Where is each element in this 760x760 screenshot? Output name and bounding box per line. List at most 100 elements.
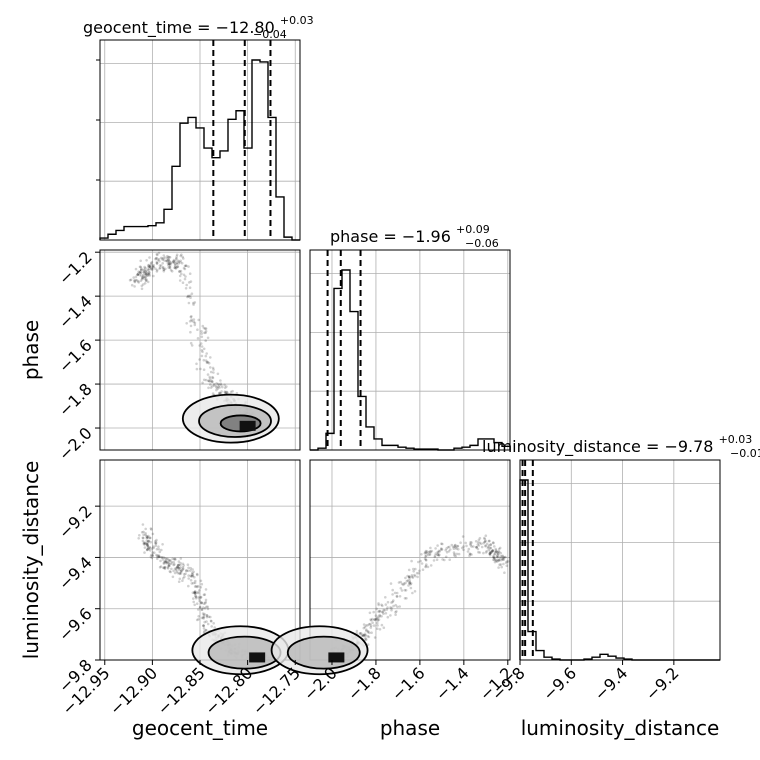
scatter-point xyxy=(178,279,182,282)
scatter-point xyxy=(144,270,148,273)
scatter-point xyxy=(409,582,413,585)
title-luminosity-distance: luminosity_distance = −9.78 +0.03 −0.01 xyxy=(482,428,760,460)
scatter-point xyxy=(504,561,508,564)
scatter-point xyxy=(154,541,158,544)
scatter-point xyxy=(206,605,209,609)
scatter-point xyxy=(498,550,501,554)
scatter-point xyxy=(362,634,366,637)
density-peak xyxy=(239,420,256,431)
scatter-point xyxy=(370,619,373,622)
scatter-point xyxy=(380,610,384,614)
scatter-point xyxy=(191,568,194,571)
scatter-point xyxy=(177,560,181,563)
scatter-point xyxy=(194,596,198,600)
scatter-point xyxy=(197,597,201,600)
scatter-point xyxy=(192,570,195,574)
scatter-point xyxy=(369,626,373,629)
scatter-point xyxy=(177,259,180,263)
scatter-point xyxy=(196,328,199,332)
scatter-point xyxy=(391,588,395,592)
scatter-point xyxy=(144,532,147,535)
panel-scatter-phase-vs-geocent-time xyxy=(99,249,301,451)
scatter-point xyxy=(489,551,493,554)
scatter-point xyxy=(482,541,485,545)
scatter-point xyxy=(166,560,169,564)
scatter-point xyxy=(493,545,496,548)
scatter-point xyxy=(184,287,188,290)
scatter-point xyxy=(202,602,206,605)
scatter-point xyxy=(189,330,192,334)
scatter-point xyxy=(453,554,456,557)
scatter-point xyxy=(166,566,169,569)
scatter-point xyxy=(469,543,473,547)
scatter-point xyxy=(377,618,381,621)
scatter-point xyxy=(190,574,194,578)
scatter-point xyxy=(167,262,171,266)
scatter-point xyxy=(129,278,133,282)
scatter-point xyxy=(142,536,145,540)
scatter-point xyxy=(149,261,153,265)
scatter-point xyxy=(373,636,377,639)
scatter-point xyxy=(398,605,402,608)
scatter-point xyxy=(478,541,482,545)
scatter-point xyxy=(185,569,188,573)
scatter-point xyxy=(179,566,182,570)
scatter-point xyxy=(490,550,494,553)
scatter-point xyxy=(154,539,157,543)
scatter-point xyxy=(378,609,382,613)
scatter-point xyxy=(444,555,448,559)
scatter-point xyxy=(143,277,146,281)
scatter-point xyxy=(492,541,495,545)
scatter-point xyxy=(141,276,145,279)
scatter-point xyxy=(190,344,194,347)
scatter-point xyxy=(495,550,499,553)
scatter-point xyxy=(459,541,462,544)
scatter-point xyxy=(489,543,493,547)
scatter-point xyxy=(368,622,372,626)
scatter-point xyxy=(194,590,197,593)
scatter-point xyxy=(225,390,229,394)
scatter-point xyxy=(376,616,379,620)
scatter-point xyxy=(175,257,178,261)
scatter-point xyxy=(372,610,376,614)
histogram-step xyxy=(519,479,720,661)
scatter-point xyxy=(359,632,362,635)
scatter-point xyxy=(493,552,497,555)
scatter-point xyxy=(140,287,144,291)
scatter-point xyxy=(231,389,234,393)
scatter-point xyxy=(194,579,197,583)
scatter-point xyxy=(497,550,500,553)
scatter-point xyxy=(429,550,433,554)
scatter-point xyxy=(493,553,496,556)
scatter-point xyxy=(217,382,220,386)
scatter-point xyxy=(428,553,432,557)
scatter-point xyxy=(175,266,178,269)
scatter-point xyxy=(423,552,427,555)
scatter-point xyxy=(492,556,496,559)
scatter-point xyxy=(496,560,499,563)
scatter-point xyxy=(189,324,193,328)
scatter-point xyxy=(355,629,359,633)
scatter-point xyxy=(445,550,449,554)
scatter-point xyxy=(156,557,159,561)
xlabel-phase: phase xyxy=(380,716,440,740)
scatter-point xyxy=(143,282,147,285)
scatter-point xyxy=(215,382,218,385)
scatter-point xyxy=(410,574,414,577)
scatter-point xyxy=(162,266,165,269)
scatter-point xyxy=(147,547,150,550)
scatter-point xyxy=(169,261,173,265)
scatter-point xyxy=(450,543,454,547)
scatter-point xyxy=(399,580,403,584)
scatter-point xyxy=(461,535,465,538)
scatter-point xyxy=(374,614,378,617)
scatter-point xyxy=(488,552,492,555)
scatter-point xyxy=(408,581,412,585)
scatter-point xyxy=(462,548,465,552)
scatter-point xyxy=(196,573,199,577)
scatter-point xyxy=(374,618,378,621)
title-lumdist-minus: −0.01 xyxy=(730,447,760,460)
scatter-point xyxy=(168,559,171,563)
contour-level xyxy=(286,635,361,670)
scatter-point xyxy=(178,572,181,576)
